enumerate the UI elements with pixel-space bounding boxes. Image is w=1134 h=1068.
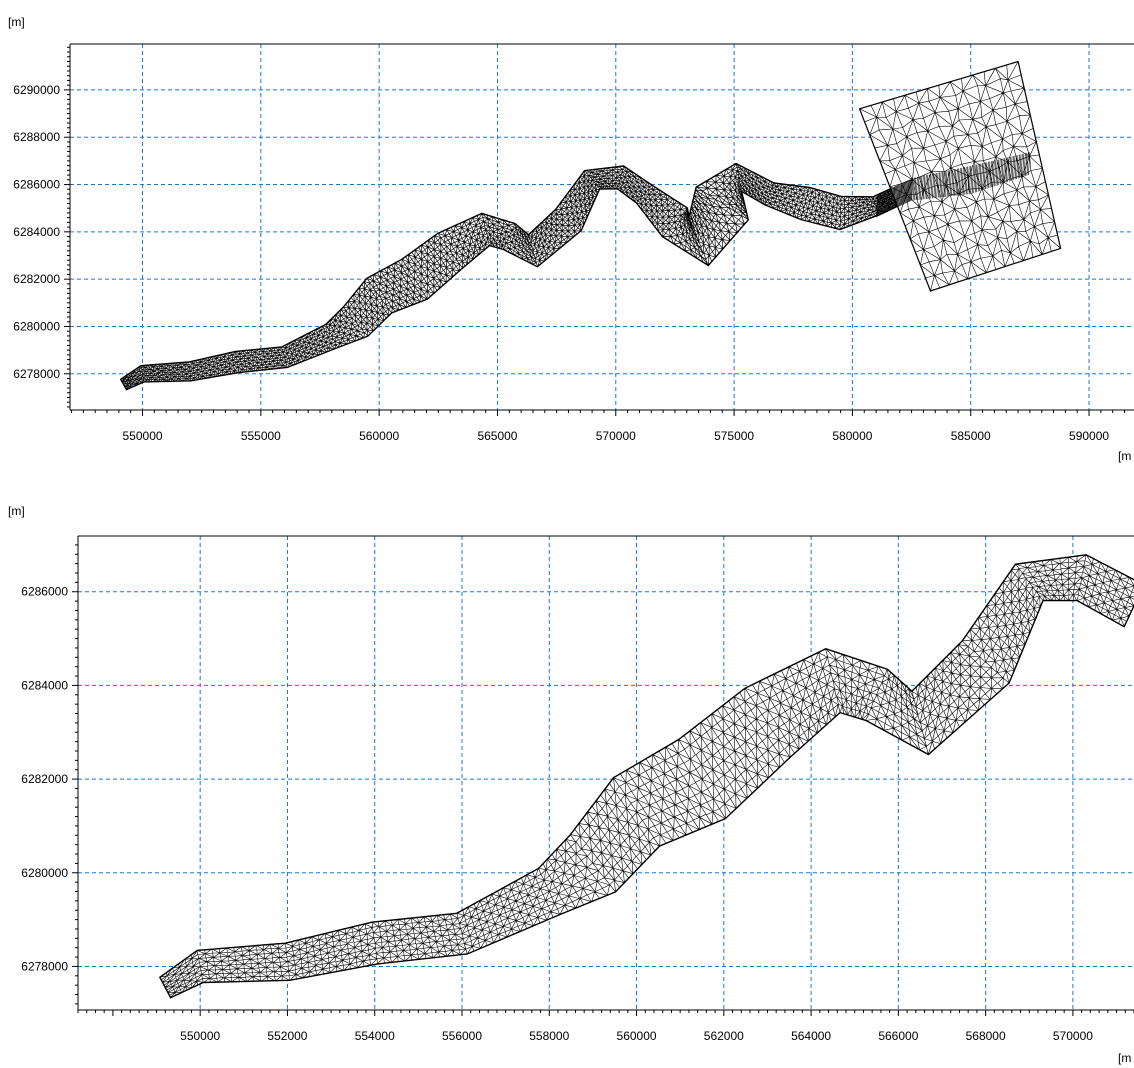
y-tick-label: 6282000: [21, 772, 68, 786]
x-tick-label: 555000: [241, 429, 281, 443]
x-tick-label: 550000: [123, 429, 163, 443]
y-tick-label: 6284000: [21, 678, 68, 692]
x-tick-label: 550000: [180, 1029, 220, 1043]
y-tick-label: 6280000: [13, 319, 60, 333]
y-unit-label: [m]: [8, 504, 25, 518]
channel-mouth-mesh: [875, 152, 1031, 218]
x-tick-label: 562000: [704, 1029, 744, 1043]
x-tick-label: 564000: [791, 1029, 831, 1043]
y-tick-label: 6280000: [21, 866, 68, 880]
chart-overview: [m] [m 550000 555000 560000 565000 570000 575…: [8, 15, 1134, 463]
mesh: [158, 554, 1134, 999]
y-tick-label: 6284000: [13, 225, 60, 239]
x-tick-label: 568000: [966, 1029, 1006, 1043]
x-tick-label: 556000: [442, 1029, 482, 1043]
grid: [70, 44, 1134, 410]
mesh-triangles: [159, 554, 1134, 998]
x-tick-label: 558000: [529, 1029, 569, 1043]
y-tick-label: 6288000: [13, 130, 60, 144]
chart-zoomed: [m] [m 550000 552000 554000 556000 558000 560…: [8, 504, 1134, 1065]
y-tick-label: 6286000: [21, 585, 68, 599]
x-tick-label: 570000: [596, 429, 636, 443]
x-unit-label: [m: [1118, 1051, 1131, 1065]
x-tick-label: 565000: [477, 429, 517, 443]
x-tick-label: 575000: [714, 429, 754, 443]
x-tick-label: 590000: [1069, 429, 1109, 443]
axes: 550000 555000 560000 565000 570000 575000 5800…: [13, 43, 1134, 443]
x-unit-label: [m: [1118, 449, 1131, 463]
x-tick-label: 580000: [832, 429, 872, 443]
y-tick-label: 6290000: [13, 83, 60, 97]
y-tick-label: 6278000: [21, 959, 68, 973]
y-tick-label: 6278000: [13, 367, 60, 381]
offshore-mesh-triangles: [859, 61, 1061, 292]
y-tick-label: 6282000: [13, 272, 60, 286]
x-tick-label: 554000: [355, 1029, 395, 1043]
y-unit-label: [m]: [8, 15, 25, 29]
grid: [78, 536, 1134, 1010]
x-tick-label: 552000: [267, 1029, 307, 1043]
x-tick-label: 570000: [1053, 1029, 1093, 1043]
x-tick-label: 560000: [359, 429, 399, 443]
x-tick-label: 566000: [878, 1029, 918, 1043]
y-tick-label: 6286000: [13, 178, 60, 192]
x-tick-label: 560000: [617, 1029, 657, 1043]
x-tick-label: 585000: [951, 429, 991, 443]
mesh: [119, 60, 1062, 391]
axes: 550000 552000 554000 556000 558000 560000 5620…: [21, 535, 1134, 1043]
